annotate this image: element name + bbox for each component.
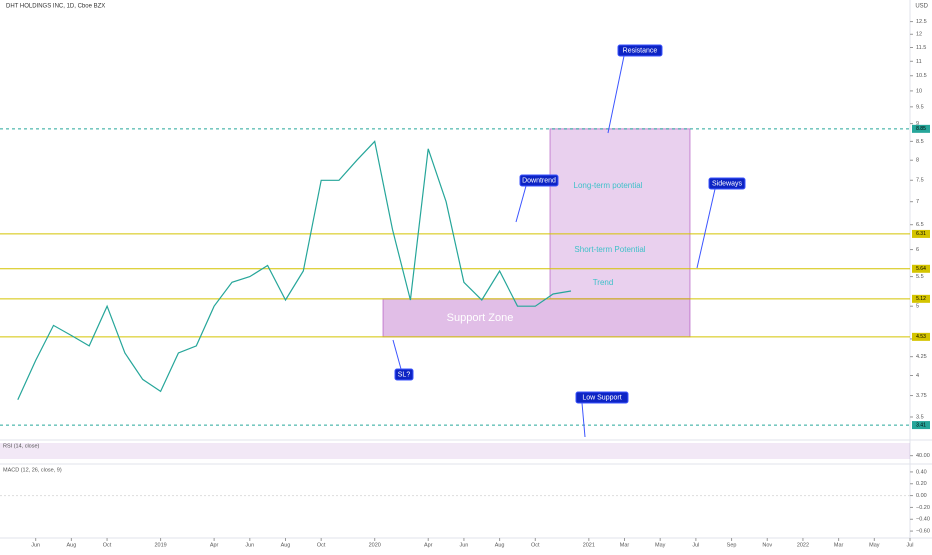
- y-tick-label: 8: [916, 158, 919, 164]
- y-tick-label: 10.5: [916, 73, 927, 79]
- x-tick-label: 2022: [797, 542, 809, 548]
- y-tick-label: 11.5: [916, 45, 926, 51]
- y-tick-label: 8.5: [916, 139, 924, 145]
- y-tick-label: 40.00: [916, 453, 930, 459]
- y-tick-label: 7: [916, 199, 919, 205]
- x-tick-label: 2019: [154, 542, 166, 548]
- callout: Sideways: [696, 177, 746, 269]
- callout: Downtrend: [515, 174, 559, 223]
- callout-label: Low Support: [582, 395, 621, 402]
- x-tick-label: Jul: [692, 542, 699, 548]
- y-tick-label: 3.5: [916, 414, 924, 420]
- level-tag-label: 8.85: [916, 126, 926, 132]
- x-tick-label: Oct: [531, 542, 540, 548]
- x-tick-label: Aug: [281, 542, 291, 548]
- callout: SL?: [392, 339, 414, 381]
- y-tick-label: 12: [916, 32, 922, 38]
- callout-pointer: [607, 55, 625, 134]
- y-tick-label: −0.40: [916, 517, 930, 523]
- x-tick-label: Apr: [210, 542, 219, 548]
- y-tick-label: 4: [916, 373, 919, 379]
- price-line: [17, 140, 572, 400]
- callout: Low Support: [575, 391, 629, 438]
- x-tick-label: Apr: [424, 542, 433, 548]
- y-tick-label: 5: [916, 304, 919, 310]
- level-tag: [912, 332, 930, 341]
- y-tick-label: 3.75: [916, 393, 927, 399]
- box-label: Long-term potential: [574, 181, 643, 190]
- callout-box: [519, 174, 559, 187]
- box-label: Support Zone: [447, 312, 514, 324]
- x-tick-label: Nov: [762, 542, 772, 548]
- level-tag: [912, 124, 930, 133]
- callout: Resistance: [607, 44, 663, 134]
- x-tick-label: Oct: [103, 542, 112, 548]
- callout-label: Downtrend: [522, 178, 556, 185]
- x-tick-label: Jul: [906, 542, 913, 548]
- y-tick-label: 11: [916, 59, 922, 65]
- chart-title: DHT HOLDINGS INC, 1D, Cboe BZX: [6, 4, 105, 10]
- level-tag-label: 6.31: [916, 231, 926, 237]
- y-tick-label: 9: [916, 121, 919, 127]
- x-tick-label: Jun: [31, 542, 40, 548]
- callout-box: [394, 368, 414, 381]
- y-tick-label: 0.40: [916, 469, 927, 475]
- x-tick-label: Jun: [459, 542, 468, 548]
- y-tick-label: −0.20: [916, 505, 930, 511]
- support-zone-box: [382, 298, 691, 338]
- callout-box: [708, 177, 746, 190]
- rsi-title: RSI (14, close): [3, 443, 40, 449]
- callout-box: [575, 391, 629, 404]
- currency: USD: [915, 4, 928, 10]
- x-tick-label: Mar: [620, 542, 630, 548]
- y-tick-label: 10: [916, 88, 922, 94]
- x-tick-label: Oct: [317, 542, 326, 548]
- callout-label: Sideways: [712, 181, 742, 188]
- y-tick-label: 4.25: [916, 354, 927, 360]
- y-tick-label: 0.20: [916, 481, 927, 487]
- level-tag-label: 5.12: [916, 296, 926, 302]
- level-tag: [912, 264, 930, 273]
- level-tag: [912, 421, 930, 430]
- callout-label: SL?: [398, 372, 411, 379]
- level-tag: [912, 229, 930, 238]
- y-tick-label: −0.60: [916, 529, 930, 535]
- callout-pointer: [581, 402, 586, 438]
- x-tick-label: May: [655, 542, 666, 548]
- y-tick-label: 12.5: [916, 19, 927, 25]
- x-tick-label: Aug: [66, 542, 76, 548]
- callout-label: Resistance: [623, 48, 658, 55]
- callout-pointer: [392, 339, 402, 370]
- x-tick-label: 2020: [369, 542, 381, 548]
- callout-box: [617, 44, 663, 57]
- level-tag-label: 4.53: [916, 334, 926, 340]
- x-tick-label: Sep: [727, 542, 737, 548]
- callout-pointer: [696, 188, 716, 269]
- level-tag: [912, 294, 930, 303]
- box-label: Short-term Potential: [574, 245, 645, 254]
- y-tick-label: 6.5: [916, 222, 924, 228]
- y-tick-label: 7.5: [916, 178, 924, 184]
- x-tick-label: Mar: [834, 542, 844, 548]
- y-tick-label: 5.5: [916, 274, 924, 280]
- x-tick-label: Aug: [495, 542, 505, 548]
- x-tick-label: May: [869, 542, 880, 548]
- x-tick-label: 2021: [583, 542, 595, 548]
- macd-title: MACD (12, 26, close, 9): [3, 467, 62, 473]
- y-tick-label: 9.5: [916, 104, 924, 110]
- box-label: Trend: [593, 278, 614, 287]
- level-tag-label: 5.64: [916, 266, 926, 272]
- callout-pointer: [515, 185, 527, 223]
- rsi-band: [0, 443, 910, 459]
- target-box: [549, 128, 691, 300]
- y-tick-label: 6: [916, 247, 919, 253]
- level-tag-label: 3.41: [916, 422, 926, 428]
- x-tick-label: Jun: [245, 542, 254, 548]
- y-tick-label: 0.00: [916, 493, 927, 499]
